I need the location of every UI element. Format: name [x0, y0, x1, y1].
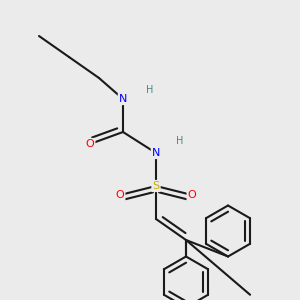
Text: H: H	[176, 136, 184, 146]
Text: H: H	[146, 85, 154, 95]
Text: O: O	[188, 190, 196, 200]
Text: O: O	[85, 139, 94, 149]
Text: N: N	[152, 148, 160, 158]
Text: S: S	[152, 181, 160, 191]
Text: N: N	[119, 94, 127, 104]
Text: O: O	[116, 190, 124, 200]
